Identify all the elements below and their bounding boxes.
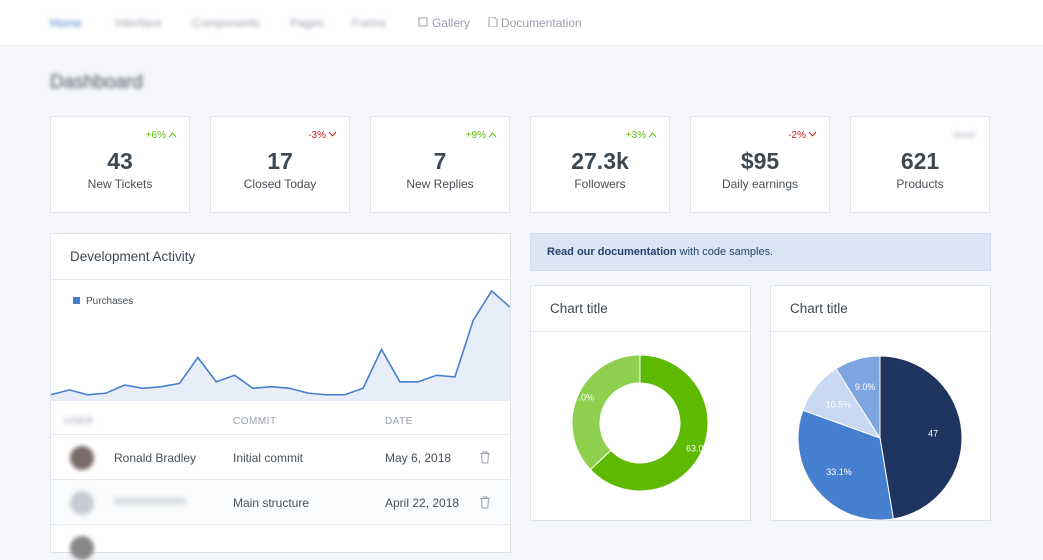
row-divider xyxy=(51,524,510,525)
cell-user: Ronald Bradley xyxy=(114,451,197,465)
stat-change: -3% xyxy=(308,130,337,141)
line xyxy=(51,289,510,396)
stat-label: New Tickets xyxy=(87,177,153,191)
alert: Read our documentation with code samples… xyxy=(530,233,991,271)
stat-change: +3% xyxy=(626,130,657,141)
chevron xyxy=(328,131,337,137)
trend-icon xyxy=(328,131,337,137)
table-header: COMMIT xyxy=(233,416,277,427)
legend-swatch xyxy=(73,297,80,304)
cell-date: April 22, 2018 xyxy=(385,496,460,510)
card-header: Chart title xyxy=(531,286,750,332)
nav-item[interactable]: Gallery xyxy=(432,16,471,30)
stat-label: Daily earnings xyxy=(721,177,799,191)
stat-change-blurred xyxy=(953,132,975,138)
chevron xyxy=(808,131,817,137)
stat-label: New Replies xyxy=(406,177,474,191)
stat-value: 7 xyxy=(433,148,447,174)
trend-icon xyxy=(808,131,817,137)
table-header: USER xyxy=(64,416,94,427)
nav-item[interactable]: Pages xyxy=(290,16,325,30)
stat-card: +3% 27.3k Followers xyxy=(530,116,670,213)
nav-item[interactable]: Documentation xyxy=(501,16,582,30)
avatar xyxy=(70,491,94,515)
chevron xyxy=(168,132,177,138)
change-text: +6% xyxy=(145,130,166,141)
stat-label: Closed Today xyxy=(243,177,317,191)
area xyxy=(51,291,510,401)
cell-commit: Main structure xyxy=(233,496,310,510)
trend-icon xyxy=(648,132,657,138)
change-text: -2% xyxy=(788,130,806,141)
stat-value: 27.3k xyxy=(571,148,629,174)
doc-icon xyxy=(488,17,498,27)
chart-card: Chart title xyxy=(770,285,991,521)
stat-value: 621 xyxy=(900,148,940,174)
chevron xyxy=(648,132,657,138)
row-divider xyxy=(51,434,510,435)
stat-label: Products xyxy=(896,177,944,191)
stat-card: +6% 43 New Tickets xyxy=(50,116,190,213)
stat-card: -3% 17 Closed Today xyxy=(210,116,350,213)
trend-icon xyxy=(168,132,177,138)
gallery-icon xyxy=(418,17,428,27)
nav-item[interactable]: Interface xyxy=(115,16,162,30)
avatar xyxy=(70,446,94,470)
nav-item[interactable]: Components xyxy=(192,16,261,30)
card-header: Development Activity xyxy=(51,234,510,280)
nav-item[interactable]: Forms xyxy=(352,16,386,30)
cell-user-blurred xyxy=(114,497,186,505)
stat-value: 17 xyxy=(267,148,293,174)
card-title: Development Activity xyxy=(70,249,196,264)
avatar xyxy=(70,536,94,560)
chevron xyxy=(488,132,497,138)
top-nav: Home Interface Components Pages Forms Ga… xyxy=(0,0,1043,46)
alert-link[interactable]: Read our documentation xyxy=(547,246,677,258)
stat-card: +9% 7 New Replies xyxy=(370,116,510,213)
card-title: Chart title xyxy=(550,301,608,316)
row-divider xyxy=(51,479,510,480)
stat-label: Followers xyxy=(574,177,626,191)
change-text: +9% xyxy=(465,130,486,141)
nav-item[interactable]: Home xyxy=(50,16,83,30)
change-text: +3% xyxy=(625,130,646,141)
delete-icon[interactable] xyxy=(479,451,491,464)
change-text: -3% xyxy=(308,130,326,141)
table-header: DATE xyxy=(385,416,413,427)
delete-icon[interactable] xyxy=(479,496,491,509)
line-chart: Purchases xyxy=(51,289,510,401)
trend-icon xyxy=(488,132,497,138)
stat-card: -2% $95 Daily earnings xyxy=(690,116,830,213)
stat-value: $95 xyxy=(740,148,780,174)
alert-text: with code samples. xyxy=(676,246,774,258)
stat-change: +9% xyxy=(466,130,497,141)
chart-card: Chart title xyxy=(530,285,751,521)
card-title: Chart title xyxy=(790,301,848,316)
stat-card: 621 Products xyxy=(850,116,990,213)
card-header: Chart title xyxy=(771,286,990,332)
cell-commit: Initial commit xyxy=(233,451,304,465)
legend-label: Purchases xyxy=(86,296,133,307)
cell-date: May 6, 2018 xyxy=(385,451,452,465)
stat-value: 43 xyxy=(107,148,133,174)
page-title: Dashboard xyxy=(50,72,143,93)
stat-change: -2% xyxy=(788,130,817,141)
stat-change: +6% xyxy=(146,130,177,141)
